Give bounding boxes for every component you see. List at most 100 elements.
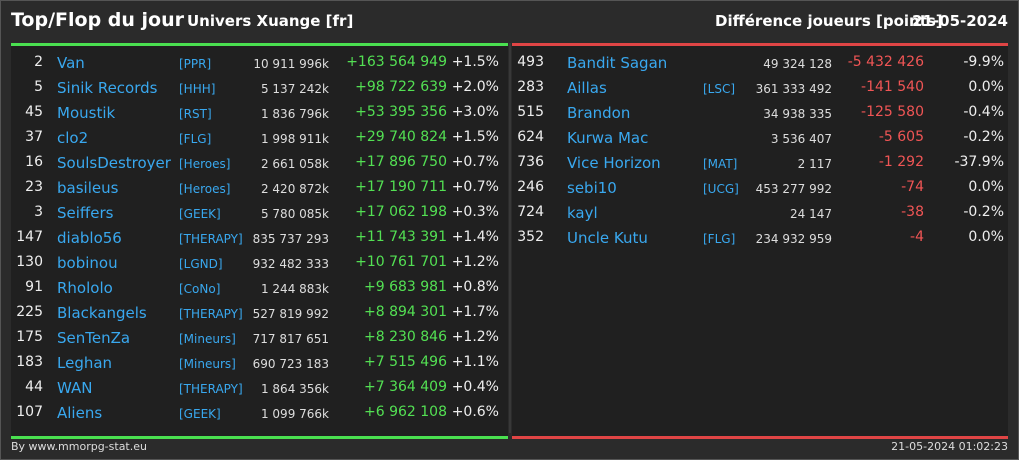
percent-cell: +0.7% (451, 179, 499, 195)
alliance-link[interactable]: [RST] (179, 107, 212, 121)
alliance-link[interactable]: [PPR] (179, 57, 212, 71)
diff-cell: +11 743 391 (355, 229, 447, 245)
rank-cell: 225 (16, 304, 43, 320)
diff-cell: -125 580 (861, 104, 924, 120)
player-link[interactable]: Aillas (567, 79, 607, 97)
points-cell: 49 324 128 (763, 57, 832, 71)
player-link[interactable]: Brandon (567, 104, 631, 122)
alliance-link[interactable]: [LGND] (179, 257, 223, 271)
diff-cell: +6 962 108 (364, 404, 447, 420)
player-link[interactable]: Moustik (57, 104, 116, 122)
diff-cell: -1 292 (878, 154, 924, 170)
table-row: 183 Leghan [Mineurs] 690 723 183 +7 515 496 +… (11, 351, 508, 375)
percent-cell: -0.2% (963, 204, 1004, 220)
player-link[interactable]: Bandit Sagan (567, 54, 668, 72)
player-link[interactable]: Van (57, 54, 85, 72)
alliance-link[interactable]: [Heroes] (179, 157, 231, 171)
alliance-link[interactable]: [THERAPY] (179, 382, 243, 396)
player-link[interactable]: Rhololo (57, 279, 113, 297)
diff-cell: +8 894 301 (364, 304, 447, 320)
percent-cell: +0.6% (451, 404, 499, 420)
rank-cell: 3 (34, 204, 43, 220)
player-link[interactable]: Uncle Kutu (567, 229, 648, 247)
rank-cell: 16 (25, 154, 43, 170)
diff-cell: +7 364 409 (364, 379, 447, 395)
points-cell: 10 911 996k (253, 57, 329, 71)
alliance-link[interactable]: [Mineurs] (179, 332, 236, 346)
percent-cell: +0.8% (451, 279, 499, 295)
percent-cell: +1.5% (451, 129, 499, 145)
rank-cell: 107 (16, 404, 43, 420)
table-row: 246 sebi10 [UCG] 453 277 992 -74 0.0% (512, 176, 1008, 200)
diff-cell: -4 (910, 229, 924, 245)
alliance-link[interactable]: [THERAPY] (179, 232, 243, 246)
player-link[interactable]: sebi10 (567, 179, 617, 197)
player-link[interactable]: Vice Horizon (567, 154, 661, 172)
points-cell: 1 099 766k (260, 407, 329, 421)
table-row: 624 Kurwa Mac 3 536 407 -5 605 -0.2% (512, 126, 1008, 150)
player-link[interactable]: SoulsDestroyer (57, 154, 171, 172)
player-link[interactable]: WAN (57, 379, 93, 397)
points-cell: 1 998 911k (260, 132, 329, 146)
player-link[interactable]: Leghan (57, 354, 113, 372)
player-link[interactable]: bobinou (57, 254, 118, 272)
alliance-link[interactable]: [FLG] (179, 132, 212, 146)
diff-cell: -74 (901, 179, 924, 195)
percent-cell: 0.0% (968, 179, 1004, 195)
table-row: 107 Aliens [GEEK] 1 099 766k +6 962 108 +0.6% (11, 401, 508, 425)
points-cell: 361 333 492 (755, 82, 832, 96)
points-cell: 527 819 992 (252, 307, 329, 321)
alliance-link[interactable]: [GEEK] (179, 207, 221, 221)
player-link[interactable]: Aliens (57, 404, 103, 422)
diff-cell: +7 515 496 (364, 354, 447, 370)
diff-cell: +17 190 711 (355, 179, 447, 195)
points-cell: 690 723 183 (252, 357, 329, 371)
player-link[interactable]: SenTenZa (57, 329, 131, 347)
alliance-link[interactable]: [FLG] (703, 232, 736, 246)
rank-cell: 23 (25, 179, 43, 195)
percent-cell: -0.4% (963, 104, 1004, 120)
percent-cell: +1.5% (451, 54, 499, 70)
rank-cell: 175 (16, 329, 43, 345)
rank-cell: 2 (34, 54, 43, 70)
alliance-link[interactable]: [LSC] (703, 82, 736, 96)
points-cell: 24 147 (790, 207, 832, 221)
points-cell: 835 737 293 (252, 232, 329, 246)
player-link[interactable]: kayl (567, 204, 598, 222)
player-link[interactable]: Kurwa Mac (567, 129, 649, 147)
percent-cell: -9.9% (963, 54, 1004, 70)
player-link[interactable]: Blackangels (57, 304, 147, 322)
rank-cell: 91 (25, 279, 43, 295)
table-row: 37 clo2 [FLG] 1 998 911k +29 740 824 +1.5% (11, 126, 508, 150)
metric-label: Différence joueurs [points] (715, 12, 943, 30)
player-link[interactable]: Seiffers (57, 204, 114, 222)
percent-cell: -0.2% (963, 129, 1004, 145)
rank-cell: 37 (25, 129, 43, 145)
table-row: 45 Moustik [RST] 1 836 796k +53 395 356 +3.0% (11, 101, 508, 125)
alliance-link[interactable]: [Mineurs] (179, 357, 236, 371)
alliance-link[interactable]: [GEEK] (179, 407, 221, 421)
player-link[interactable]: Sinik Records (57, 79, 158, 97)
alliance-link[interactable]: [CoNo] (179, 282, 221, 296)
alliance-link[interactable]: [HHH] (179, 82, 216, 96)
top-players-panel: 2 Van [PPR] 10 911 996k +163 564 949 +1.5% 5 Si… (11, 43, 508, 439)
table-row: 147 diablo56 [THERAPY] 835 737 293 +11 743 3… (11, 226, 508, 250)
alliance-link[interactable]: [THERAPY] (179, 307, 243, 321)
table-row: 225 Blackangels [THERAPY] 527 819 992 +8 894… (11, 301, 508, 325)
diff-cell: +8 230 846 (364, 329, 447, 345)
player-link[interactable]: diablo56 (57, 229, 122, 247)
alliance-link[interactable]: [MAT] (703, 157, 738, 171)
rank-cell: 736 (517, 154, 544, 170)
percent-cell: 0.0% (968, 229, 1004, 245)
source-label: By www.mmorpg-stat.eu (11, 440, 147, 453)
points-cell: 234 932 959 (755, 232, 832, 246)
percent-cell: +1.1% (451, 354, 499, 370)
player-link[interactable]: clo2 (57, 129, 89, 147)
table-row: 493 Bandit Sagan 49 324 128 -5 432 426 -9.9% (512, 51, 1008, 75)
table-row: 2 Van [PPR] 10 911 996k +163 564 949 +1.5% (11, 51, 508, 75)
alliance-link[interactable]: [UCG] (703, 182, 739, 196)
alliance-link[interactable]: [Heroes] (179, 182, 231, 196)
diff-cell: +17 062 198 (355, 204, 447, 220)
universe-label: Univers Xuange [fr] (187, 12, 354, 30)
player-link[interactable]: basileus (57, 179, 119, 197)
